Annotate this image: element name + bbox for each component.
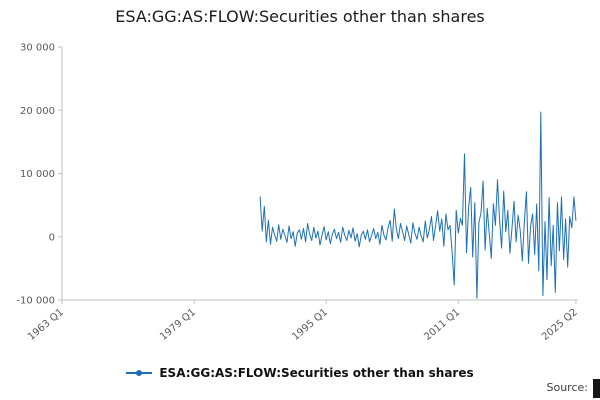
series-line: [259, 111, 577, 299]
x-tick-label: 2025 Q2: [540, 307, 580, 343]
source-label: Source:: [546, 381, 589, 394]
x-tick-label: 1963 Q1: [26, 307, 66, 343]
y-tick-label: 20 000: [20, 106, 55, 117]
x-tick-label: 2011 Q1: [422, 307, 462, 343]
y-tick-label: 30 000: [20, 43, 55, 54]
x-tick-label: 1979 Q1: [158, 307, 198, 343]
legend-item[interactable]: ESA:GG:AS:FLOW:Securities other than sha…: [126, 366, 474, 380]
line-chart-plot: -10 000 0 10 000 20 000 30 000 1963 Q1 1979 Q1…: [16, 43, 580, 343]
legend-label: ESA:GG:AS:FLOW:Securities other than sha…: [159, 366, 474, 380]
y-tick-label: -10 000: [16, 296, 55, 307]
y-tick-label: 0: [49, 232, 55, 243]
legend-line-marker-icon: [126, 370, 153, 376]
chart-title: ESA:GG:AS:FLOW:Securities other than sha…: [115, 7, 485, 26]
cropped-corner-element: [593, 379, 600, 398]
x-tick-label: 1995 Q1: [290, 307, 330, 343]
y-tick-label: 10 000: [20, 169, 55, 180]
legend: ESA:GG:AS:FLOW:Securities other than sha…: [0, 366, 600, 380]
